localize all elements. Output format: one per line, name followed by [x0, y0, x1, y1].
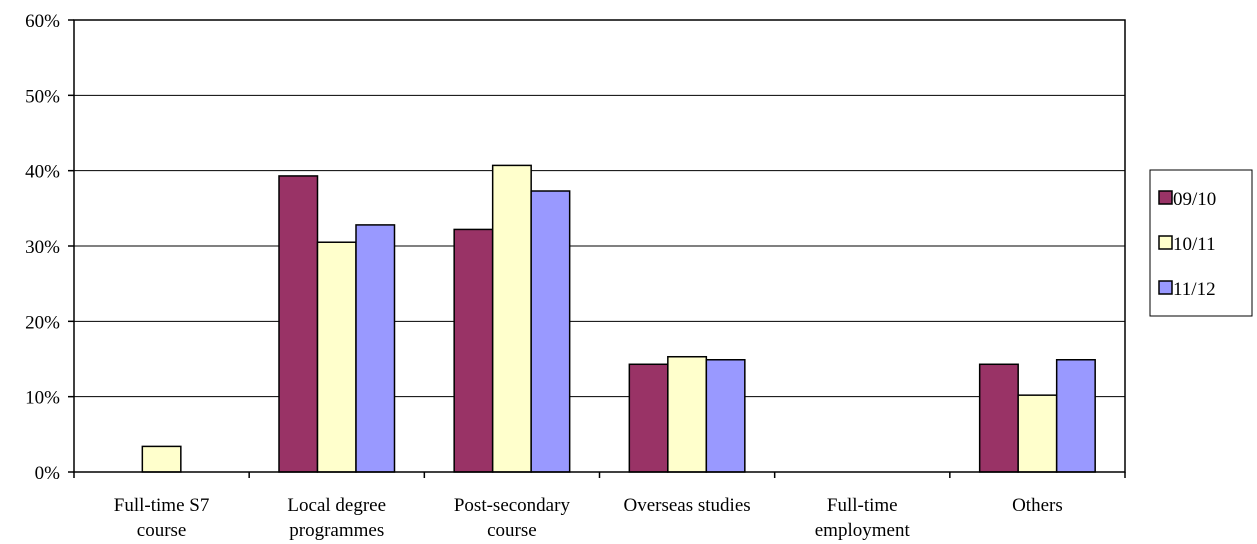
x-category-label-line: Others	[1012, 495, 1063, 516]
x-category-label-line: Full-time	[827, 495, 898, 516]
y-tick-label: 30%	[25, 237, 60, 258]
bar-10-11	[667, 355, 708, 473]
legend-label: 09/10	[1173, 189, 1216, 210]
x-category-label-line: course	[487, 520, 537, 541]
x-category-label-line: programmes	[289, 520, 384, 541]
legend-swatch	[1158, 280, 1173, 295]
gridlines	[74, 94, 1125, 398]
legend: 09/10 10/11 11/12	[1149, 169, 1253, 317]
x-category-label: Full-time S7 course	[114, 495, 210, 541]
x-axis-ticks	[73, 472, 1126, 478]
x-category-label-line: Full-time S7	[114, 495, 210, 516]
x-category-label-line: Post-secondary	[454, 495, 571, 516]
legend-swatch	[1158, 190, 1173, 205]
bar-11-12	[355, 224, 396, 473]
bar-09-10	[453, 228, 494, 473]
bar-10-11	[1017, 394, 1058, 473]
x-category-label: Others	[1012, 495, 1063, 516]
y-axis-ticks: 0% 10% 20% 30% 40% 50% 60%	[25, 11, 74, 484]
bar-10-11	[316, 241, 357, 473]
x-category-label: Overseas studies	[623, 495, 750, 516]
x-category-label: Local degree programmes	[287, 495, 386, 541]
x-category-label: Full-time employment	[815, 495, 911, 541]
y-tick-label: 50%	[25, 86, 60, 107]
y-tick-label: 20%	[25, 312, 60, 333]
y-tick-label: 0%	[35, 463, 61, 484]
bar-10-11	[491, 164, 532, 473]
x-category-label-line: Overseas studies	[623, 495, 750, 516]
y-tick-label: 10%	[25, 388, 60, 409]
x-category-label-line: course	[137, 520, 187, 541]
bar-11-12	[1055, 359, 1096, 473]
y-tick-label: 40%	[25, 162, 60, 183]
x-category-label-line: employment	[815, 520, 911, 541]
legend-label: 11/12	[1173, 279, 1216, 300]
bar-11-12	[705, 359, 746, 473]
bar-11-12	[530, 190, 571, 473]
bar-09-10	[978, 363, 1019, 473]
legend-swatch	[1158, 235, 1173, 250]
bar-09-10	[628, 363, 669, 473]
x-axis-category-labels: Full-time S7 course Local degree programmes…	[114, 495, 1063, 541]
legend-label: 10/11	[1173, 234, 1216, 255]
bar-09-10	[278, 175, 319, 473]
bar-10-11	[141, 445, 182, 473]
x-category-label: Post-secondary course	[454, 495, 571, 541]
y-tick-label: 60%	[25, 11, 60, 32]
x-category-label-line: Local degree	[287, 495, 386, 516]
bars	[141, 164, 1096, 473]
